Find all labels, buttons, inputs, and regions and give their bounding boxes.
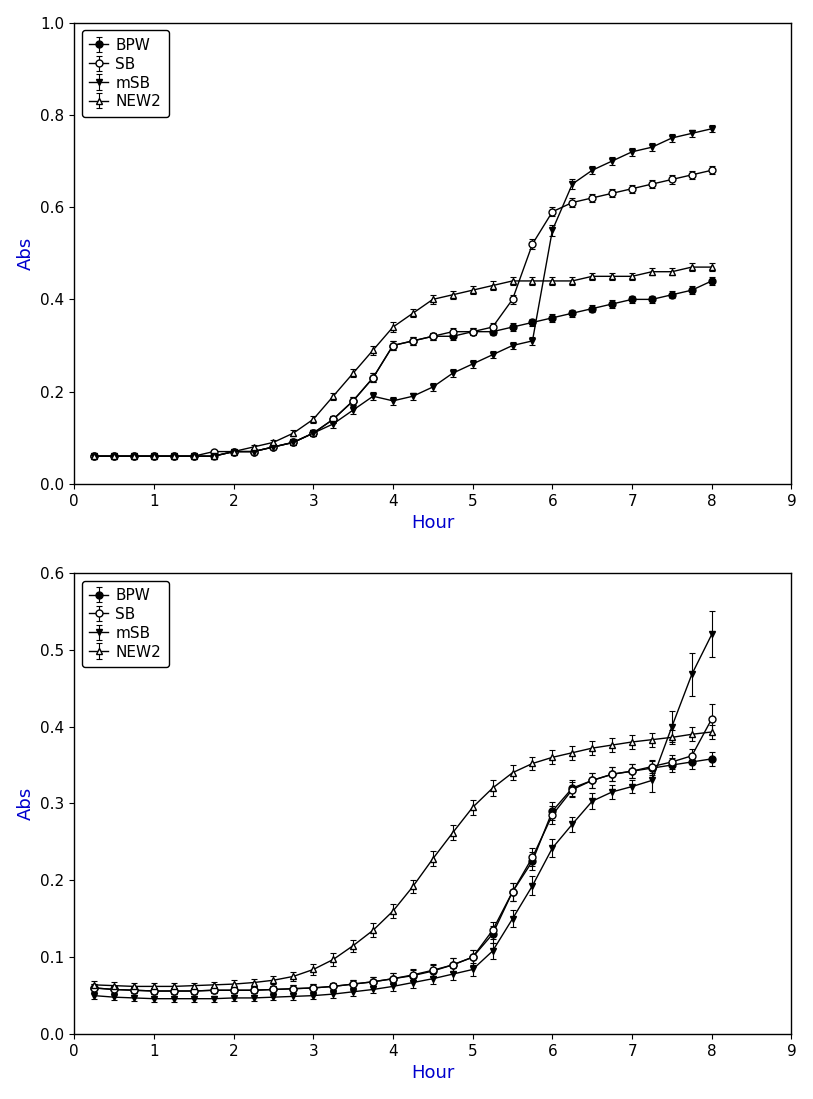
- Y-axis label: Abs: Abs: [17, 787, 35, 820]
- X-axis label: Hour: Hour: [411, 1064, 454, 1083]
- X-axis label: Hour: Hour: [411, 514, 454, 532]
- Legend: BPW, SB, mSB, NEW2: BPW, SB, mSB, NEW2: [82, 31, 169, 116]
- Y-axis label: Abs: Abs: [17, 236, 35, 270]
- Legend: BPW, SB, mSB, NEW2: BPW, SB, mSB, NEW2: [82, 580, 169, 667]
